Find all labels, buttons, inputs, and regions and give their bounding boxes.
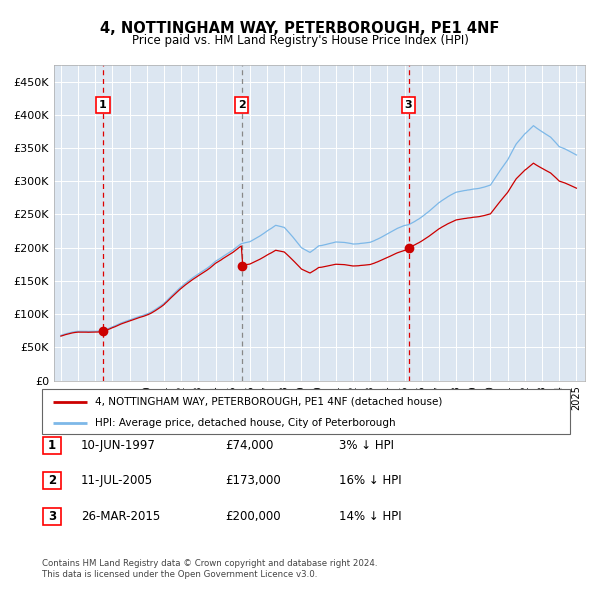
Text: 3: 3	[48, 510, 56, 523]
Text: 16% ↓ HPI: 16% ↓ HPI	[339, 474, 401, 487]
Text: Contains HM Land Registry data © Crown copyright and database right 2024.: Contains HM Land Registry data © Crown c…	[42, 559, 377, 568]
Text: 3: 3	[405, 100, 412, 110]
Text: 4, NOTTINGHAM WAY, PETERBOROUGH, PE1 4NF: 4, NOTTINGHAM WAY, PETERBOROUGH, PE1 4NF	[100, 21, 500, 35]
Text: 10-JUN-1997: 10-JUN-1997	[81, 439, 156, 452]
Text: 11-JUL-2005: 11-JUL-2005	[81, 474, 153, 487]
Text: £200,000: £200,000	[225, 510, 281, 523]
Text: 1: 1	[48, 439, 56, 452]
Text: 2: 2	[238, 100, 246, 110]
Text: This data is licensed under the Open Government Licence v3.0.: This data is licensed under the Open Gov…	[42, 571, 317, 579]
Text: £173,000: £173,000	[225, 474, 281, 487]
Text: 26-MAR-2015: 26-MAR-2015	[81, 510, 160, 523]
Text: 14% ↓ HPI: 14% ↓ HPI	[339, 510, 401, 523]
Text: 1: 1	[99, 100, 107, 110]
Text: HPI: Average price, detached house, City of Peterborough: HPI: Average price, detached house, City…	[95, 418, 395, 428]
Text: Price paid vs. HM Land Registry's House Price Index (HPI): Price paid vs. HM Land Registry's House …	[131, 34, 469, 47]
Text: 4, NOTTINGHAM WAY, PETERBOROUGH, PE1 4NF (detached house): 4, NOTTINGHAM WAY, PETERBOROUGH, PE1 4NF…	[95, 397, 442, 407]
Text: 3% ↓ HPI: 3% ↓ HPI	[339, 439, 394, 452]
Text: £74,000: £74,000	[225, 439, 274, 452]
Text: 2: 2	[48, 474, 56, 487]
